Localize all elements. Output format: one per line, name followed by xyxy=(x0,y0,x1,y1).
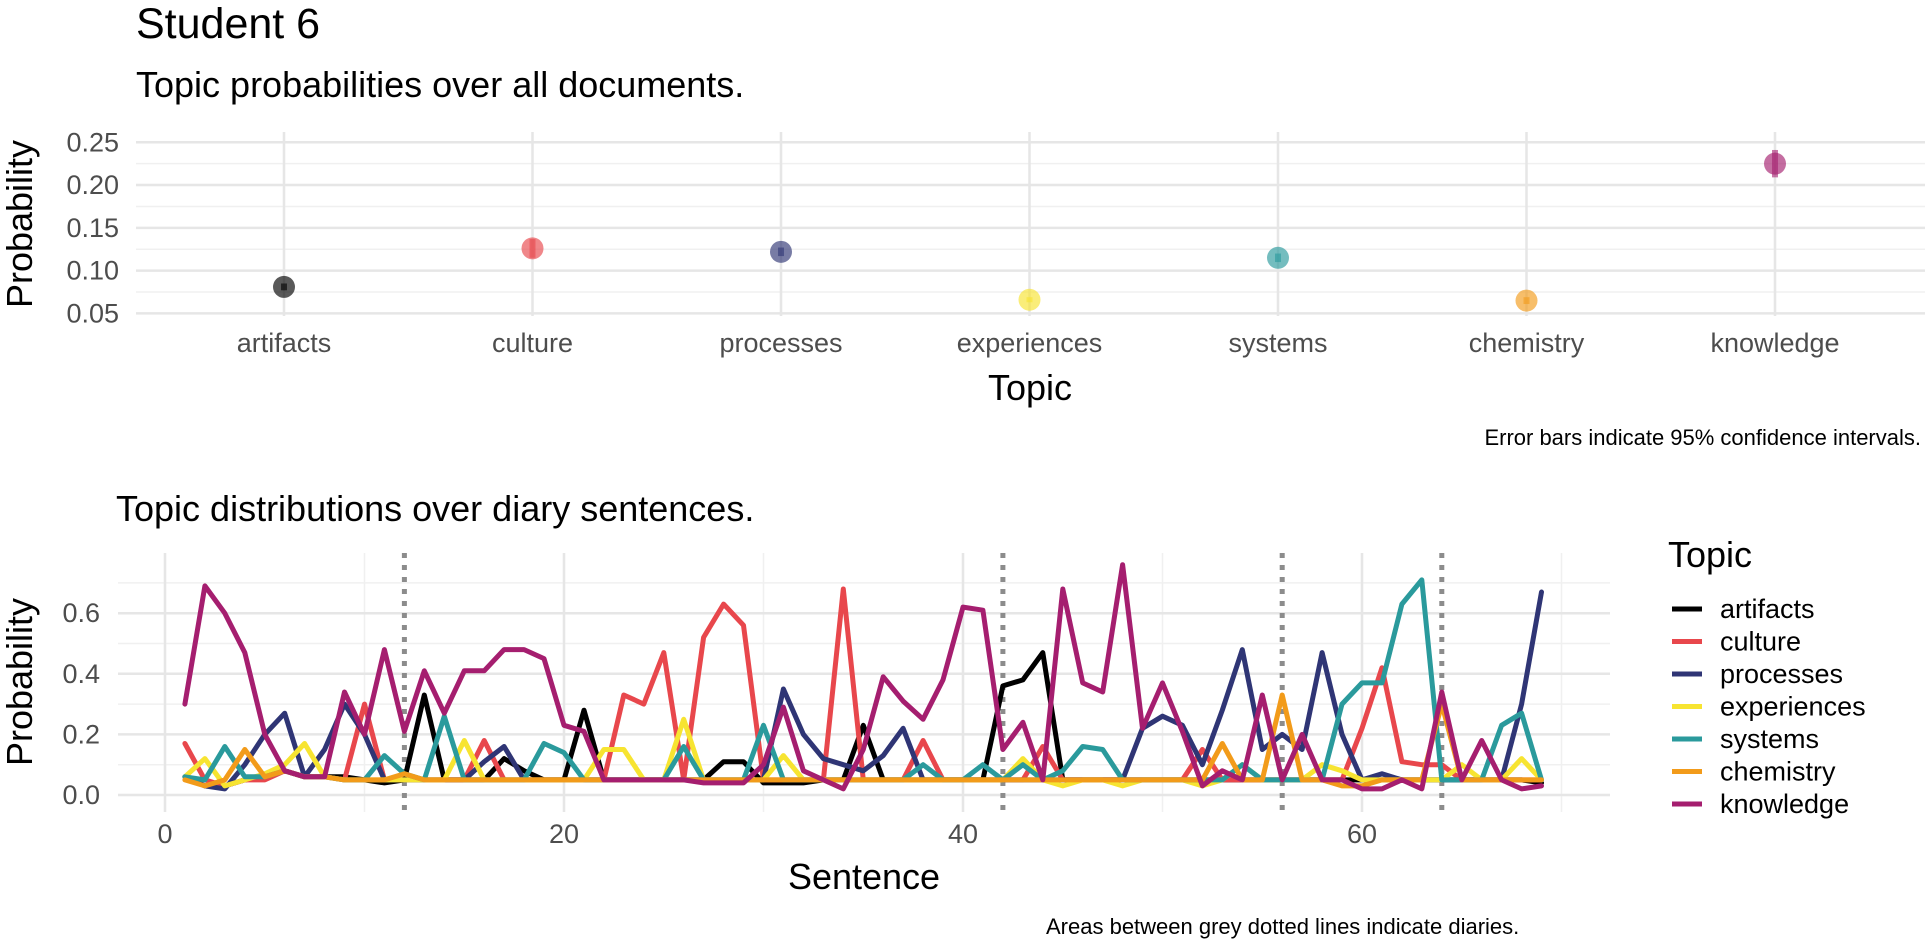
x-axis-title: Sentence xyxy=(788,856,940,897)
legend-label-processes: processes xyxy=(1720,659,1843,689)
data-point-knowledge xyxy=(1764,152,1786,175)
y-tick-label: 0.05 xyxy=(66,298,119,328)
legend-label-chemistry: chemistry xyxy=(1720,757,1836,787)
x-tick-label: systems xyxy=(1228,328,1327,358)
series-line-knowledge xyxy=(182,562,1544,792)
legend-label-knowledge: knowledge xyxy=(1720,789,1849,819)
x-tick-label: chemistry xyxy=(1469,328,1585,358)
top-chart-title: Topic probabilities over all documents. xyxy=(136,64,745,105)
y-axis-title: Probability xyxy=(0,140,40,308)
legend-title: Topic xyxy=(1668,534,1752,575)
y-tick-label: 0.10 xyxy=(66,256,119,286)
topic-legend: Topic artifactscultureprocessesexperience… xyxy=(1668,534,1866,819)
x-tick-label: processes xyxy=(719,328,842,358)
y-tick-label: 0.0 xyxy=(62,780,100,810)
diary-sentence-plot: 0.0 0.2 0.4 0.6 0 20 40 60 Sentence Probability xyxy=(0,553,1610,897)
legend-label-systems: systems xyxy=(1720,724,1819,754)
legend-label-culture: culture xyxy=(1720,627,1801,657)
y-tick-label: 0.2 xyxy=(62,719,100,749)
topic-probability-plot: 0.05 0.10 0.15 0.20 0.25 artifacts culture proc… xyxy=(0,127,1925,408)
x-tick-label: 0 xyxy=(157,819,172,849)
x-tick-label: 40 xyxy=(948,819,978,849)
bottom-chart-title: Topic distributions over diary sentences… xyxy=(116,488,755,529)
data-point-systems xyxy=(1267,246,1289,269)
x-tick-label: knowledge xyxy=(1710,328,1839,358)
legend-label-artifacts: artifacts xyxy=(1720,594,1815,624)
bottom-chart-caption: Areas between grey dotted lines indicate… xyxy=(1046,914,1520,939)
top-chart-caption: Error bars indicate 95% confidence inter… xyxy=(1484,425,1921,450)
x-tick-label: experiences xyxy=(957,328,1103,358)
x-tick-label: 20 xyxy=(549,819,579,849)
x-tick-label: culture xyxy=(492,328,573,358)
data-point-chemistry xyxy=(1515,289,1538,312)
figure-title: Student 6 xyxy=(136,0,321,48)
data-point-culture xyxy=(521,237,544,260)
data-point-processes xyxy=(770,240,792,263)
data-point-artifacts xyxy=(273,275,295,298)
x-tick-label: artifacts xyxy=(237,328,332,358)
x-axis-title: Topic xyxy=(988,367,1072,408)
data-point-experiences xyxy=(1018,288,1041,311)
y-axis-title: Probability xyxy=(0,598,40,766)
legend-label-experiences: experiences xyxy=(1720,692,1866,722)
y-tick-label: 0.20 xyxy=(66,170,119,200)
y-tick-label: 0.6 xyxy=(62,598,100,628)
y-tick-label: 0.4 xyxy=(62,659,100,689)
x-tick-label: 60 xyxy=(1347,819,1377,849)
y-tick-label: 0.15 xyxy=(66,213,119,243)
y-tick-label: 0.25 xyxy=(66,127,119,157)
series-line-chemistry xyxy=(182,692,1544,789)
